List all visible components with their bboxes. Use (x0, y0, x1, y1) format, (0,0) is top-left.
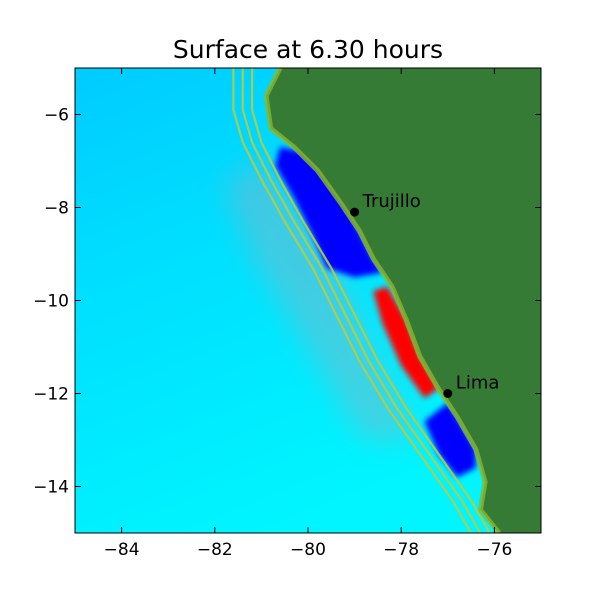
x-axis: −84 −82 −80 −78 −76 (104, 68, 512, 560)
y-tick-label: −12 (33, 385, 69, 405)
offshore-grey-haze (224, 161, 420, 440)
city-marker (443, 389, 453, 398)
trough-south-anomaly (424, 402, 476, 478)
plot-area: Trujillo Lima (75, 68, 541, 533)
chart-title: Surface at 6.30 hours (173, 35, 443, 64)
x-tick-label: −82 (197, 540, 233, 560)
y-tick-label: −8 (44, 199, 69, 219)
trough-north-anomaly (275, 147, 383, 278)
x-tick-label: −78 (383, 540, 419, 560)
contour-line (241, 68, 482, 533)
contour-line (232, 68, 473, 533)
x-tick-label: −80 (290, 540, 326, 560)
x-tick-label: −84 (104, 540, 140, 560)
land-mass (266, 68, 541, 533)
city-marker (350, 207, 360, 217)
crest-anomaly (373, 286, 439, 399)
x-tick-label: −76 (476, 540, 512, 560)
shore-fringe (263, 68, 502, 533)
y-axis: −6 −8 −10 −12 −14 (33, 106, 541, 498)
y-tick-label: −6 (44, 106, 69, 126)
y-tick-label: −14 (33, 478, 69, 498)
contour-lines (232, 68, 491, 533)
city-label: Trujillo (362, 191, 421, 212)
wave-anomalies (275, 147, 476, 478)
y-tick-label: −10 (33, 292, 69, 312)
contour-line (251, 68, 491, 533)
city-label: Lima (456, 373, 500, 394)
city-markers: Trujillo Lima (350, 191, 499, 398)
